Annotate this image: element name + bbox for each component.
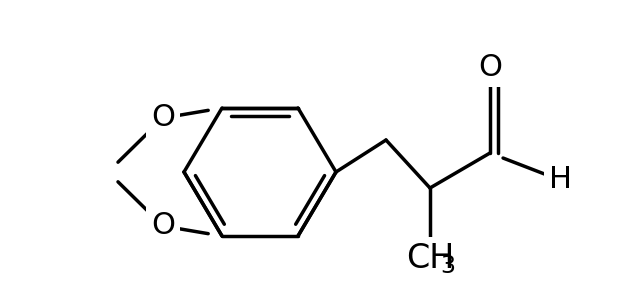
- Text: O: O: [151, 212, 175, 240]
- Text: O: O: [151, 104, 175, 132]
- Text: O: O: [478, 54, 502, 82]
- Text: H: H: [548, 166, 572, 194]
- Text: 3: 3: [440, 254, 456, 278]
- Text: CH: CH: [406, 241, 454, 275]
